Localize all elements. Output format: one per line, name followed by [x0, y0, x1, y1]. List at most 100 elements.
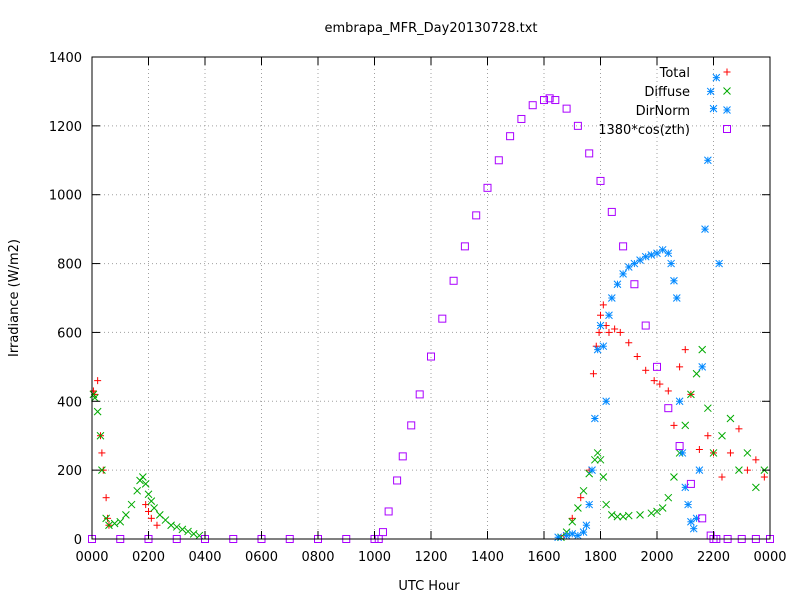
data-point	[698, 363, 707, 371]
data-point	[93, 407, 102, 416]
x-tick-label: 1400	[471, 550, 504, 565]
data-point	[664, 404, 673, 413]
data-point	[670, 473, 678, 481]
data-point	[658, 504, 667, 512]
data-point	[735, 466, 743, 474]
data-point	[636, 511, 644, 519]
y-tick-label: 400	[57, 395, 82, 410]
x-tick-label: 1800	[584, 550, 617, 565]
data-point	[568, 517, 577, 526]
data-point	[105, 521, 113, 530]
data-point	[706, 87, 715, 96]
data-point	[647, 509, 656, 518]
data-point	[743, 449, 752, 457]
data-point	[141, 480, 150, 488]
data-point	[752, 456, 760, 464]
data-point	[726, 449, 734, 457]
data-point	[701, 225, 709, 233]
data-point	[676, 363, 684, 371]
data-point	[704, 432, 712, 440]
y-tick-label: 1200	[49, 120, 82, 135]
data-point	[695, 466, 704, 474]
x-tick-label: 2200	[697, 550, 730, 565]
data-point	[760, 473, 768, 481]
data-point	[545, 94, 554, 103]
data-point	[672, 294, 681, 302]
data-point	[427, 352, 435, 361]
data-point	[599, 342, 608, 351]
x-tick-label: 0000	[753, 550, 786, 565]
x-tick-label: 1600	[527, 550, 560, 565]
y-tick-label: 800	[57, 258, 82, 273]
data-point	[585, 500, 594, 509]
x-tick-label: 2000	[640, 550, 673, 565]
data-point	[407, 421, 416, 430]
data-point	[99, 466, 107, 474]
data-point	[588, 466, 596, 474]
data-point	[726, 414, 735, 423]
data-point	[698, 514, 707, 523]
data-point	[607, 207, 616, 216]
x-axis-ticks: 0000 0200 0400 0600 0800 1000 1200 1400 1600 1800…	[75, 57, 787, 565]
data-point	[718, 473, 726, 481]
data-point	[653, 362, 661, 371]
data-point	[675, 397, 684, 406]
data-point	[593, 449, 602, 457]
data-point	[506, 132, 515, 141]
data-point	[743, 466, 751, 474]
legend-marker	[723, 106, 731, 114]
data-point	[577, 494, 585, 502]
data-point	[472, 211, 481, 220]
data-point	[172, 523, 181, 531]
series-cross	[89, 345, 769, 542]
series-plus	[89, 301, 768, 540]
data-point	[102, 514, 110, 523]
data-point	[178, 525, 187, 534]
data-point	[150, 504, 159, 512]
y-tick-label: 1000	[49, 189, 82, 204]
data-point	[540, 96, 548, 105]
data-point	[554, 533, 562, 542]
data-point	[494, 156, 503, 165]
data-point	[590, 455, 599, 464]
x-tick-label: 1000	[358, 550, 391, 565]
x-axis-label: UTC Hour	[398, 579, 460, 594]
data-point	[596, 176, 605, 185]
data-point	[664, 249, 673, 258]
data-point	[579, 486, 588, 495]
data-point	[641, 321, 650, 330]
data-point	[689, 524, 698, 533]
data-point	[574, 504, 582, 512]
data-point	[712, 73, 721, 82]
data-point	[104, 514, 112, 522]
legend-label: 1380*cos(zth)	[598, 123, 690, 138]
data-point	[630, 280, 639, 289]
data-point	[98, 449, 106, 457]
data-point	[184, 527, 192, 536]
data-point	[116, 517, 125, 526]
x-tick-label: 0400	[188, 550, 221, 565]
y-tick-label: 600	[57, 326, 82, 341]
y-tick-label: 200	[57, 464, 82, 479]
data-point	[670, 421, 678, 429]
data-point	[599, 473, 608, 481]
legend-label: DirNorm	[636, 104, 690, 119]
data-point	[147, 497, 156, 505]
data-point	[483, 183, 492, 192]
data-point	[709, 449, 718, 457]
data-point	[98, 466, 106, 474]
data-point	[167, 521, 175, 530]
data-point	[613, 280, 622, 289]
data-point	[597, 311, 604, 319]
data-point	[378, 528, 387, 537]
data-point	[122, 511, 130, 519]
data-point	[647, 251, 656, 259]
x-tick-label: 0200	[132, 550, 165, 565]
x-tick-label: 0600	[245, 550, 278, 565]
y-tick-label: 0	[74, 533, 82, 548]
data-point	[393, 476, 402, 485]
data-point	[735, 425, 743, 433]
data-point	[147, 514, 155, 522]
data-point	[449, 276, 458, 285]
